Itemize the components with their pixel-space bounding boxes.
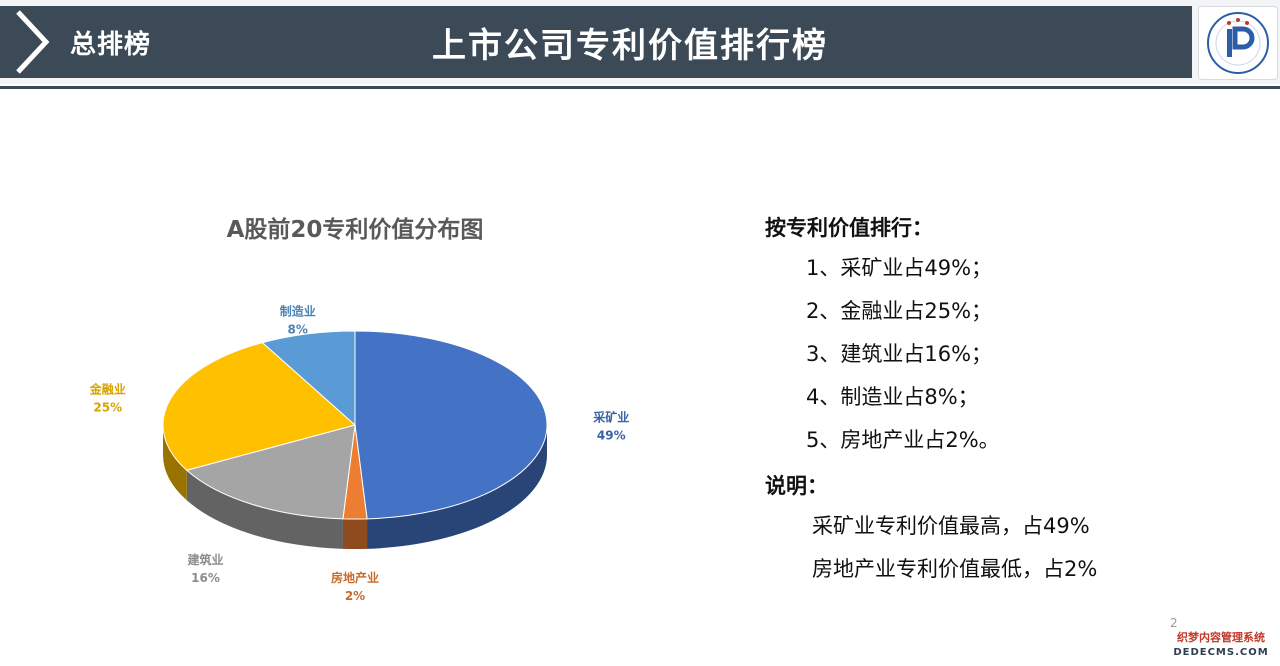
watermark: 织梦内容管理系统 DEDECMS.COM bbox=[1168, 630, 1274, 662]
slice-label-4: 制造业 bbox=[280, 304, 316, 319]
header-bar bbox=[0, 6, 1192, 78]
header-rule bbox=[0, 86, 1280, 89]
pie-side-0 bbox=[367, 425, 547, 549]
pie-side-1 bbox=[342, 518, 368, 550]
slice-pct-2: 16% bbox=[191, 571, 220, 585]
slice-label-0: 采矿业 bbox=[592, 409, 629, 424]
ranking-heading: 按专利价值排行： bbox=[765, 216, 933, 240]
chevron-right-icon bbox=[16, 10, 50, 74]
logo-emblem-icon bbox=[1207, 12, 1269, 74]
page-number: 2 bbox=[1170, 616, 1178, 630]
slice-label-3: 金融业 bbox=[89, 382, 126, 397]
ranking-item: 5、房地产业占2%。 bbox=[806, 428, 1000, 452]
slice-pct-4: 8% bbox=[288, 323, 308, 337]
pie-slice-0 bbox=[354, 330, 548, 520]
logo bbox=[1198, 6, 1278, 80]
slice-pct-3: 25% bbox=[93, 401, 122, 415]
ranking-item: 2、金融业占25%； bbox=[806, 299, 993, 323]
page-title: 上市公司专利价值排行榜 bbox=[432, 26, 828, 66]
ranking-item: 4、制造业占8%； bbox=[806, 385, 979, 409]
ranking-item: 3、建筑业占16%； bbox=[806, 342, 993, 366]
ranking-item: 1、采矿业占49%； bbox=[806, 256, 993, 280]
notes-heading: 说明： bbox=[765, 474, 828, 498]
watermark-line1: 织梦内容管理系统 bbox=[1177, 631, 1265, 644]
note-line: 采矿业专利价值最高，占49% bbox=[812, 514, 1090, 538]
pie-side-3 bbox=[163, 425, 187, 501]
pie-slice-2 bbox=[185, 424, 356, 520]
ranking-list: 1、采矿业占49%； 2、金融业占25%； 3、建筑业占16%； 4、制造业占8… bbox=[806, 252, 1000, 467]
notes-lines: 采矿业专利价值最高，占49% 房地产业专利价值最低，占2% bbox=[812, 510, 1097, 596]
slice-label-1: 房地产业 bbox=[331, 570, 379, 585]
slice-pct-0: 49% bbox=[597, 428, 626, 442]
chart-title: A股前20专利价值分布图 bbox=[226, 217, 484, 243]
header: 总排榜 上市公司专利价值排行榜 bbox=[0, 0, 1280, 84]
section-label: 总排榜 bbox=[70, 30, 152, 60]
pie-slice-4 bbox=[261, 330, 356, 427]
pie-side-2 bbox=[186, 470, 343, 549]
slice-label-2: 建筑业 bbox=[187, 552, 224, 567]
pie-slice-3 bbox=[162, 342, 357, 471]
slice-pct-1: 2% bbox=[345, 589, 365, 603]
note-line: 房地产业专利价值最低，占2% bbox=[812, 557, 1098, 581]
watermark-line2: DEDECMS.COM bbox=[1173, 647, 1269, 658]
